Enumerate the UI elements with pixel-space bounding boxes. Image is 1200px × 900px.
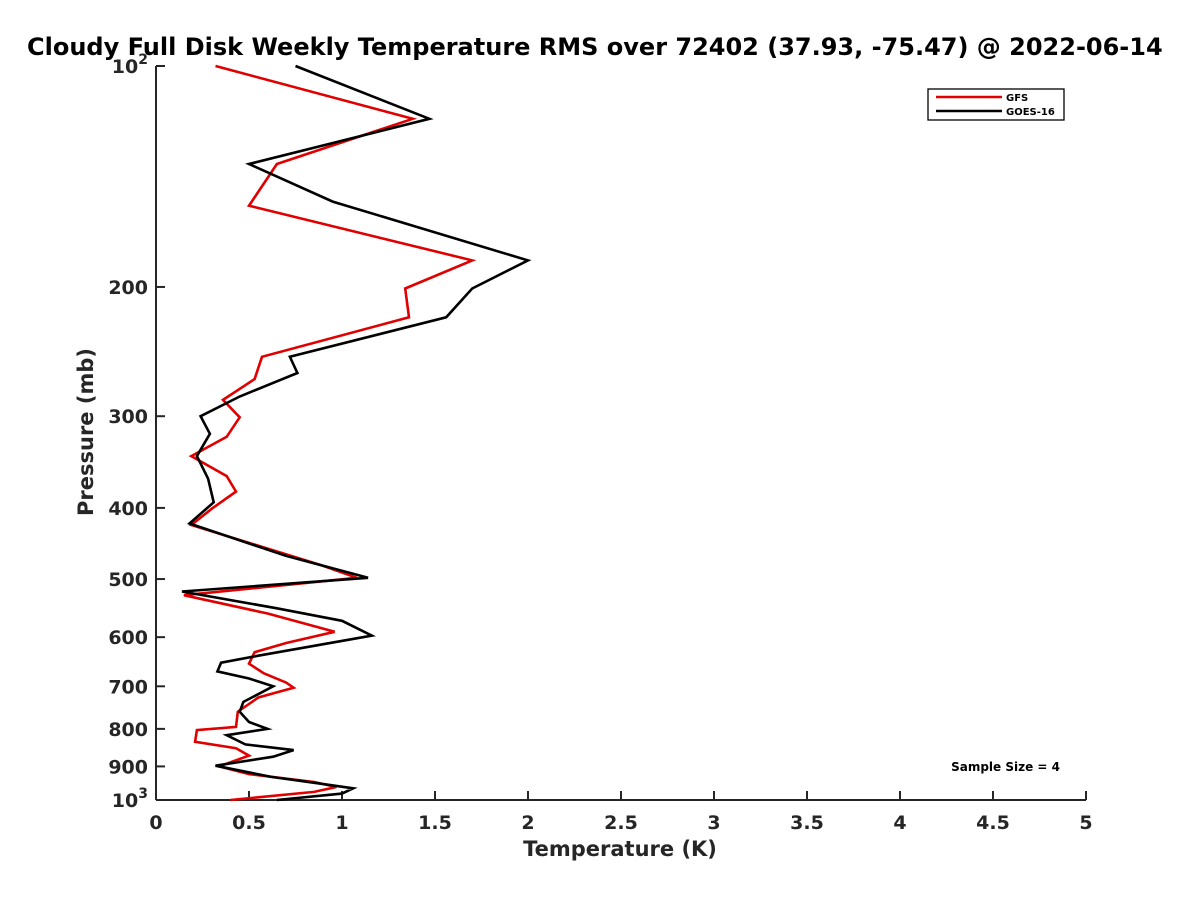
x-tick-label: 4 [893, 812, 906, 834]
x-tick-label: 0.5 [232, 812, 266, 834]
x-tick-label: 1 [335, 812, 348, 834]
y-tick-label: 200 [108, 277, 148, 299]
x-tick-label: 3 [707, 812, 720, 834]
series-lines [181, 64, 532, 802]
x-tick-label: 2 [521, 812, 534, 834]
y-tick-label: 600 [108, 627, 148, 649]
y-tick-exponent: 2 [138, 52, 148, 68]
x-tick-label: 3.5 [790, 812, 824, 834]
legend: GFS GOES-16 [927, 88, 1065, 121]
series-line-gfs [183, 64, 477, 802]
y-tick-label: 700 [108, 676, 148, 698]
legend-label: GFS [1006, 93, 1028, 104]
x-tick-label: 0 [149, 812, 162, 834]
axes: 0 0.5 1 1.5 2 2.5 3 3.5 4 4.5 51022003004005006007… [108, 52, 1092, 834]
legend-box [927, 88, 1065, 121]
x-tick-label: 1.5 [418, 812, 452, 834]
y-axis-label: Pressure (mb) [74, 348, 98, 516]
x-tick-label: 2.5 [604, 812, 638, 834]
y-tick-base: 10 [112, 56, 138, 78]
legend-label: GOES-16 [1006, 107, 1055, 118]
x-axis-label: Temperature (K) [523, 837, 717, 861]
y-tick-label: 800 [108, 719, 148, 741]
y-tick-label: 900 [108, 756, 148, 778]
y-tick-label: 500 [108, 569, 148, 591]
x-tick-label: 4.5 [976, 812, 1010, 834]
y-tick-label: 400 [108, 498, 148, 520]
y-tick-label: 103 [112, 786, 148, 812]
chart-title: Cloudy Full Disk Weekly Temperature RMS … [27, 33, 1163, 61]
y-tick-label: 102 [112, 52, 148, 78]
y-tick-base: 10 [112, 790, 138, 812]
series-line-goes-16 [181, 64, 532, 802]
x-tick-label: 5 [1079, 812, 1092, 834]
y-tick-exponent: 3 [138, 786, 148, 802]
sample-size-annotation: Sample Size = 4 [951, 760, 1060, 774]
y-tick-label: 300 [108, 406, 148, 428]
